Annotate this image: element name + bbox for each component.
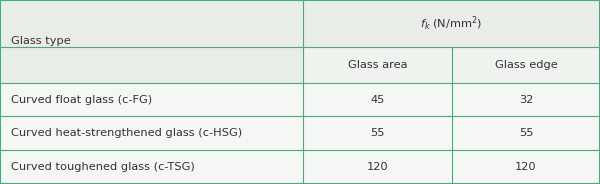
Text: Curved heat-strengthened glass (c-HSG): Curved heat-strengthened glass (c-HSG) bbox=[11, 128, 242, 138]
Text: 32: 32 bbox=[519, 95, 533, 105]
Bar bbox=[303, 47, 600, 83]
Text: Glass area: Glass area bbox=[347, 60, 407, 70]
Text: 120: 120 bbox=[367, 162, 388, 172]
Text: 120: 120 bbox=[515, 162, 537, 172]
Bar bbox=[0, 47, 303, 83]
Bar bbox=[0, 150, 600, 184]
Text: 45: 45 bbox=[370, 95, 385, 105]
Text: $f_k$ (N/mm$^2$): $f_k$ (N/mm$^2$) bbox=[421, 14, 482, 33]
Text: 55: 55 bbox=[370, 128, 385, 138]
Bar bbox=[0, 116, 600, 150]
Text: 55: 55 bbox=[518, 128, 533, 138]
Text: Glass type: Glass type bbox=[11, 36, 71, 46]
Text: Glass edge: Glass edge bbox=[494, 60, 557, 70]
Text: Curved toughened glass (c-TSG): Curved toughened glass (c-TSG) bbox=[11, 162, 194, 172]
Bar bbox=[0, 83, 600, 116]
Text: Curved float glass (c-FG): Curved float glass (c-FG) bbox=[11, 95, 152, 105]
Bar bbox=[0, 0, 600, 47]
